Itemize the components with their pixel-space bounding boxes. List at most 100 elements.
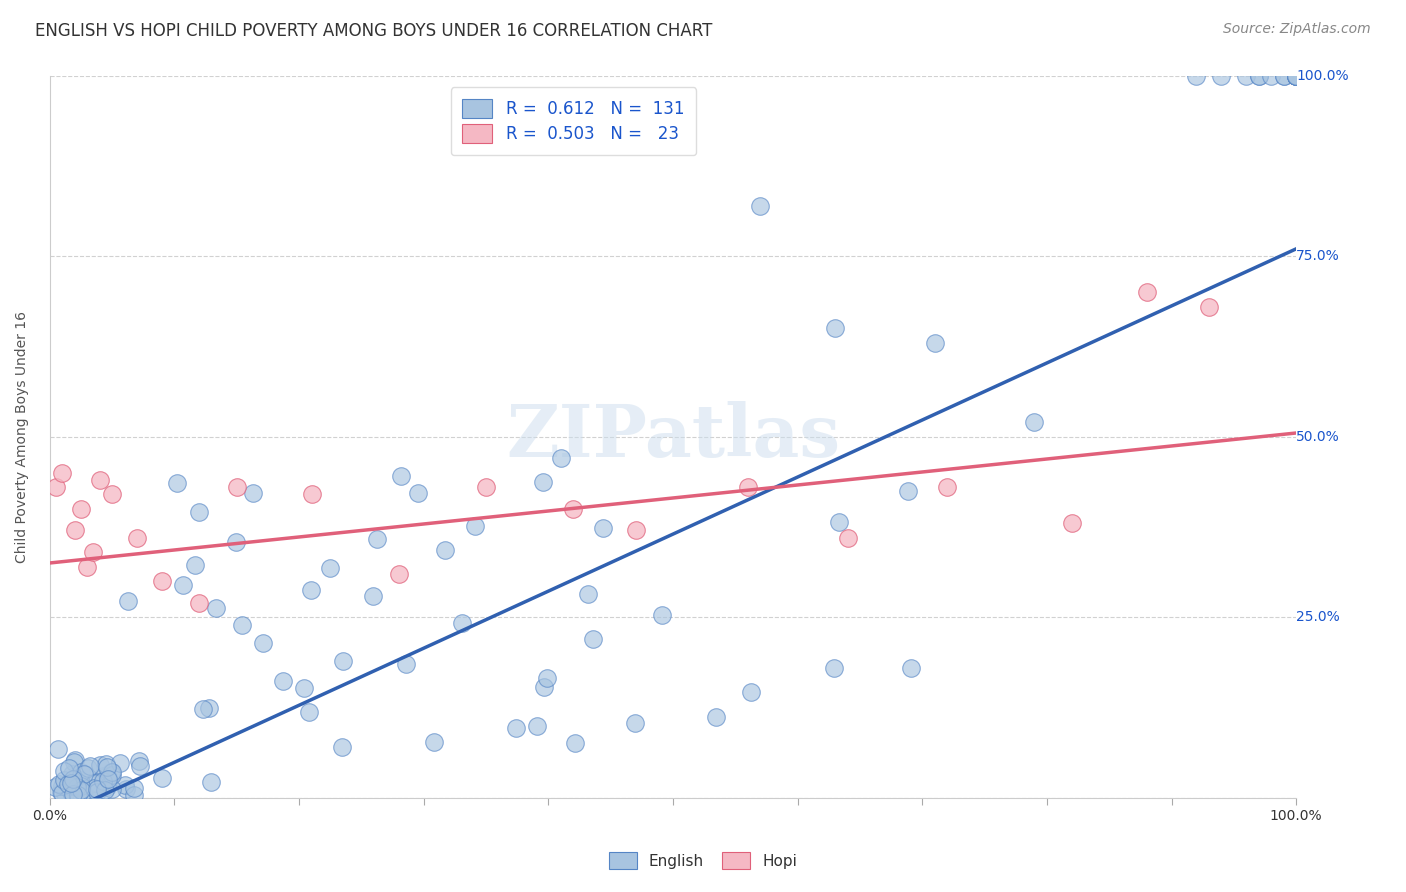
Point [77,761,100,775]
Point [62,787,84,801]
Point [46,741,69,756]
Point [505,722,527,736]
Point [125,531,148,545]
Point [65,772,87,786]
Text: ZIPatlas: ZIPatlas [506,401,839,472]
Point [70,501,93,516]
Point [388,566,411,581]
Point [69,783,91,797]
Point [93,783,115,797]
Point [297,705,319,719]
Point [96,780,118,794]
Point [188,596,211,610]
Point [837,531,859,545]
Point [53,772,76,787]
Point [824,321,846,335]
Point [90,786,112,800]
Point [59,785,82,799]
Point [93,772,115,786]
Point [55,787,77,801]
Point [1060,516,1083,531]
Point [651,607,673,622]
Point [564,736,586,750]
Point [332,654,354,668]
Point [122,780,145,795]
Point [97,770,120,784]
Point [66,780,89,794]
Legend: English, Hopi: English, Hopi [603,846,803,875]
Point [60,773,83,788]
Point [191,702,214,716]
Point [51,466,73,480]
Point [1198,300,1220,314]
Point [395,657,418,672]
Point [91,773,114,788]
Point [63,524,86,538]
Point [1272,69,1295,83]
Point [624,524,647,538]
Text: 25.0%: 25.0% [1296,610,1340,624]
Point [82,545,104,559]
Point [77,782,100,797]
Point [96,769,118,783]
Point [1285,69,1308,83]
Point [464,518,486,533]
Point [150,772,173,786]
Point [252,635,274,649]
Point [60,767,83,781]
Point [406,486,429,500]
Point [166,475,188,490]
Point [1285,69,1308,83]
Point [51,785,73,799]
Point [1272,69,1295,83]
Point [58,780,80,794]
Point [114,778,136,792]
Point [740,684,762,698]
Point [231,618,253,632]
Point [1285,69,1308,83]
Point [128,759,150,773]
Point [96,759,118,773]
Y-axis label: Child Poverty Among Boys Under 16: Child Poverty Among Boys Under 16 [15,310,30,563]
Point [73,767,96,781]
Point [83,780,105,795]
Point [52,764,75,778]
Point [475,480,498,494]
Point [1247,69,1270,83]
Point [433,543,456,558]
Point [624,715,647,730]
Point [592,521,614,535]
Point [1185,69,1208,83]
Point [536,671,558,685]
Point [1024,415,1046,429]
Point [100,764,122,779]
Point [749,198,772,212]
Point [1285,69,1308,83]
Point [108,756,131,770]
Point [273,673,295,688]
Point [86,782,108,797]
Point [48,777,70,791]
Point [242,486,264,500]
Point [423,735,446,749]
Point [1211,69,1233,83]
Point [62,772,84,787]
Point [204,600,226,615]
Point [86,785,108,799]
Point [1285,69,1308,83]
Point [63,754,86,768]
Point [62,776,84,790]
Text: 75.0%: 75.0% [1296,249,1340,263]
Point [59,775,82,789]
Point [91,769,114,783]
Point [450,615,472,630]
Point [924,335,946,350]
Point [299,582,322,597]
Point [59,775,82,789]
Point [83,776,105,790]
Point [361,590,384,604]
Point [79,759,101,773]
Point [389,468,412,483]
Point [72,785,94,799]
Point [101,782,124,797]
